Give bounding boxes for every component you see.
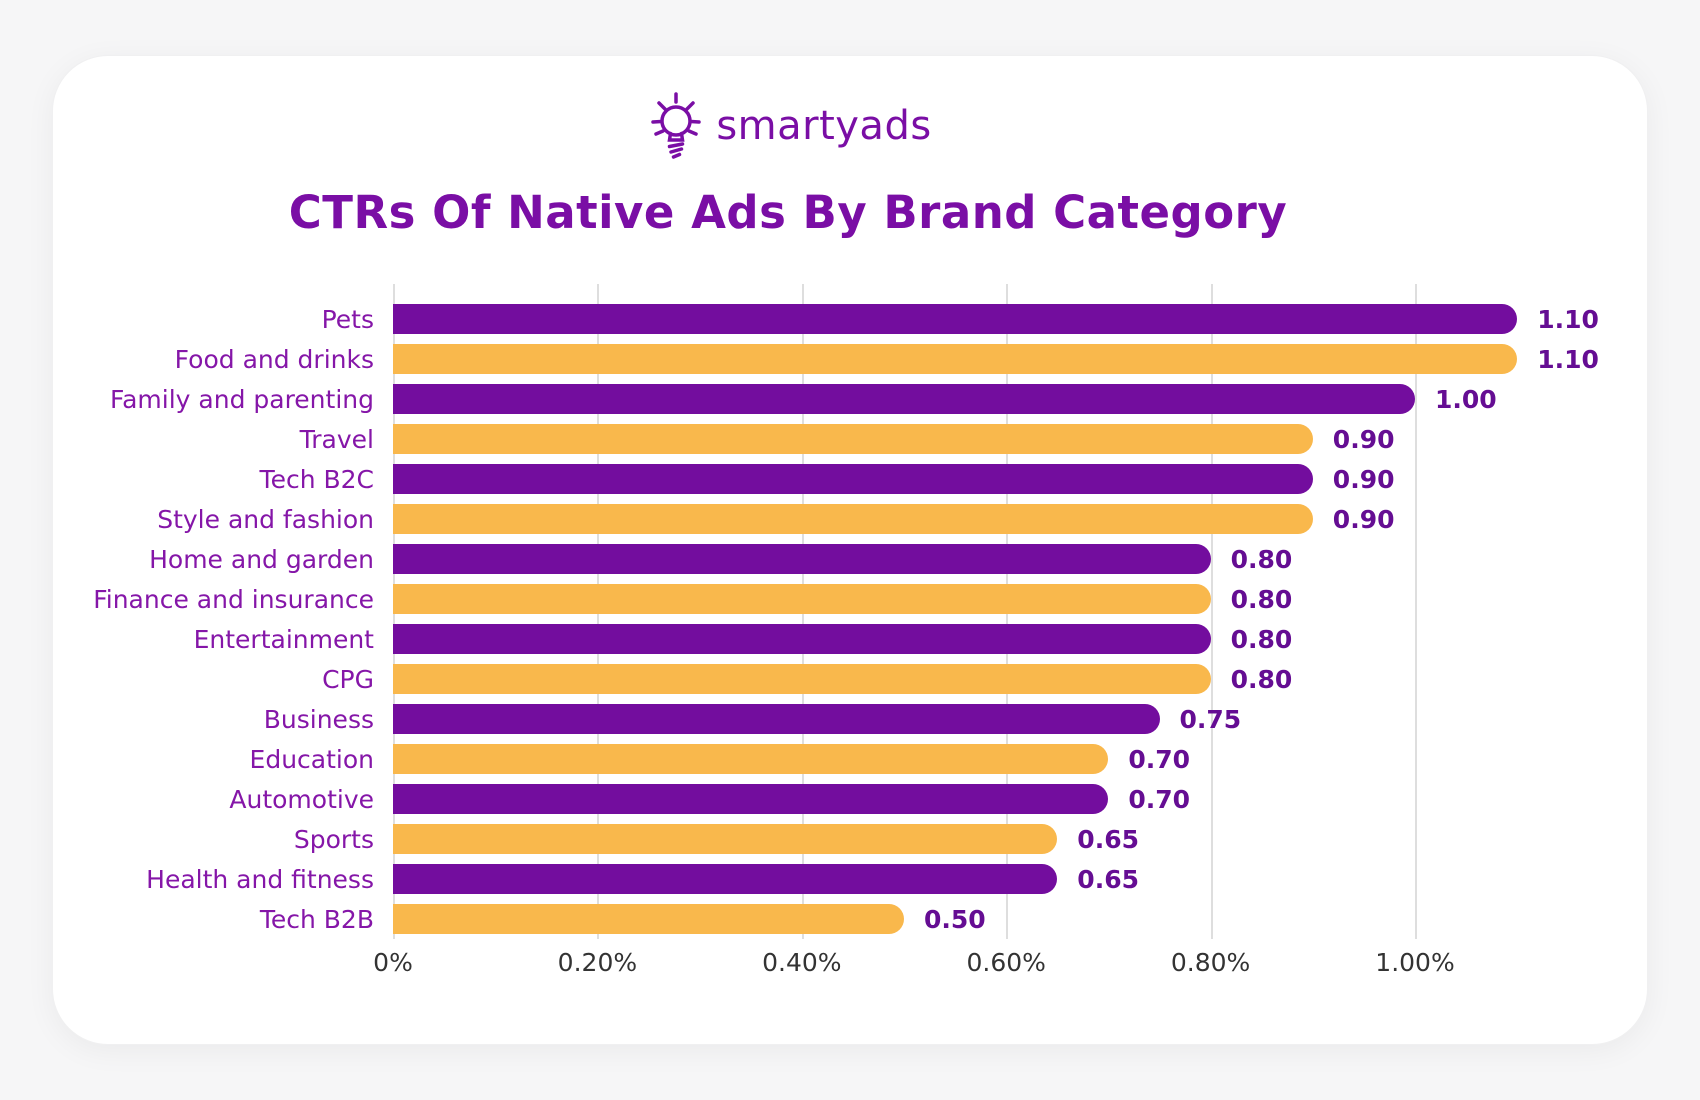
bar-row: Education 0.70 [53,744,1647,774]
axis-tick-label: 0% [373,948,413,977]
bar [393,464,1313,494]
lightbulb-icon [644,86,706,166]
bar [393,424,1313,454]
bar-row: Style and fashion 0.90 [53,504,1647,534]
bar [393,704,1160,734]
bar [393,824,1058,854]
bar [393,584,1211,614]
infographic-card: smartyads CTRs Of Native Ads By Brand Ca… [52,55,1648,1045]
value-label: 1.00 [1435,385,1497,414]
bar [393,344,1518,374]
value-label: 0.65 [1077,825,1139,854]
category-label: CPG [322,665,374,694]
bar [393,544,1211,574]
bar-row: Travel 0.90 [53,424,1647,454]
category-label: Education [249,745,374,774]
category-label: Health and fitness [146,865,374,894]
bar [393,304,1518,334]
category-label: Family and parenting [110,385,374,414]
bar-chart: Pets 1.10 Food and drinks 1.10 Family and pa… [53,56,1647,1044]
bar [393,904,904,934]
bar-row: Finance and insurance 0.80 [53,584,1647,614]
bar-row: Automotive 0.70 [53,784,1647,814]
category-label: Style and fashion [157,505,374,534]
bar [393,384,1415,414]
value-label: 0.80 [1230,545,1293,574]
value-label: 0.70 [1128,745,1191,774]
value-label: 0.75 [1179,705,1242,734]
bar-row: Tech B2C 0.90 [53,464,1647,494]
bar [393,784,1109,814]
axis-tick-label: 1.00% [1375,948,1455,977]
category-label: Travel [299,425,374,454]
value-label: 0.90 [1332,465,1395,494]
bar-row: Tech B2B 0.50 [53,904,1647,934]
gridline [1210,284,1213,939]
value-label: 0.50 [924,905,986,934]
bar-row: Home and garden 0.80 [53,544,1647,574]
category-label: Food and drinks [174,345,374,374]
bar [393,744,1109,774]
bar-row: Food and drinks 1.10 [53,344,1647,374]
value-label: 1.10 [1537,305,1599,334]
bar-row: Health and fitness 0.65 [53,864,1647,894]
value-label: 0.80 [1230,665,1293,694]
category-label: Automotive [229,785,374,814]
bar [393,864,1058,894]
chart-title: CTRs Of Native Ads By Brand Category [288,186,1288,239]
bar-row: Family and parenting 1.00 [53,384,1647,414]
header: smartyads CTRs Of Native Ads By Brand Ca… [53,86,1523,240]
bar [393,624,1211,654]
value-label: 0.90 [1332,425,1395,454]
gridline [1415,284,1417,939]
bar-row: CPG 0.80 [53,664,1647,694]
category-label: Finance and insurance [93,585,374,614]
brand-logo: smartyads [644,86,931,166]
axis-tick-label: 0.80% [1170,948,1251,977]
bar [393,504,1313,534]
axis-tick-label: 0.60% [966,948,1046,977]
value-label: 1.10 [1537,345,1599,374]
category-label: Home and garden [149,545,374,574]
bar-row: Business 0.75 [53,704,1647,734]
bar-row: Pets 1.10 [53,304,1647,334]
brand-name: smartyads [716,103,932,149]
category-label: Sports [293,825,374,854]
bar-row: Sports 0.65 [53,824,1647,854]
category-label: Business [263,705,374,734]
category-label: Tech B2B [259,905,374,934]
bar [393,664,1211,694]
value-label: 0.65 [1077,865,1139,894]
value-label: 0.90 [1332,505,1395,534]
bar-row: Entertainment 0.80 [53,624,1647,654]
category-label: Entertainment [193,625,374,654]
axis-tick-label: 0.20% [557,948,638,977]
value-label: 0.80 [1230,625,1293,654]
category-label: Tech B2C [259,465,374,494]
axis-tick-label: 0.40% [762,948,842,977]
value-label: 0.80 [1230,585,1293,614]
value-label: 0.70 [1128,785,1191,814]
category-label: Pets [321,305,374,334]
